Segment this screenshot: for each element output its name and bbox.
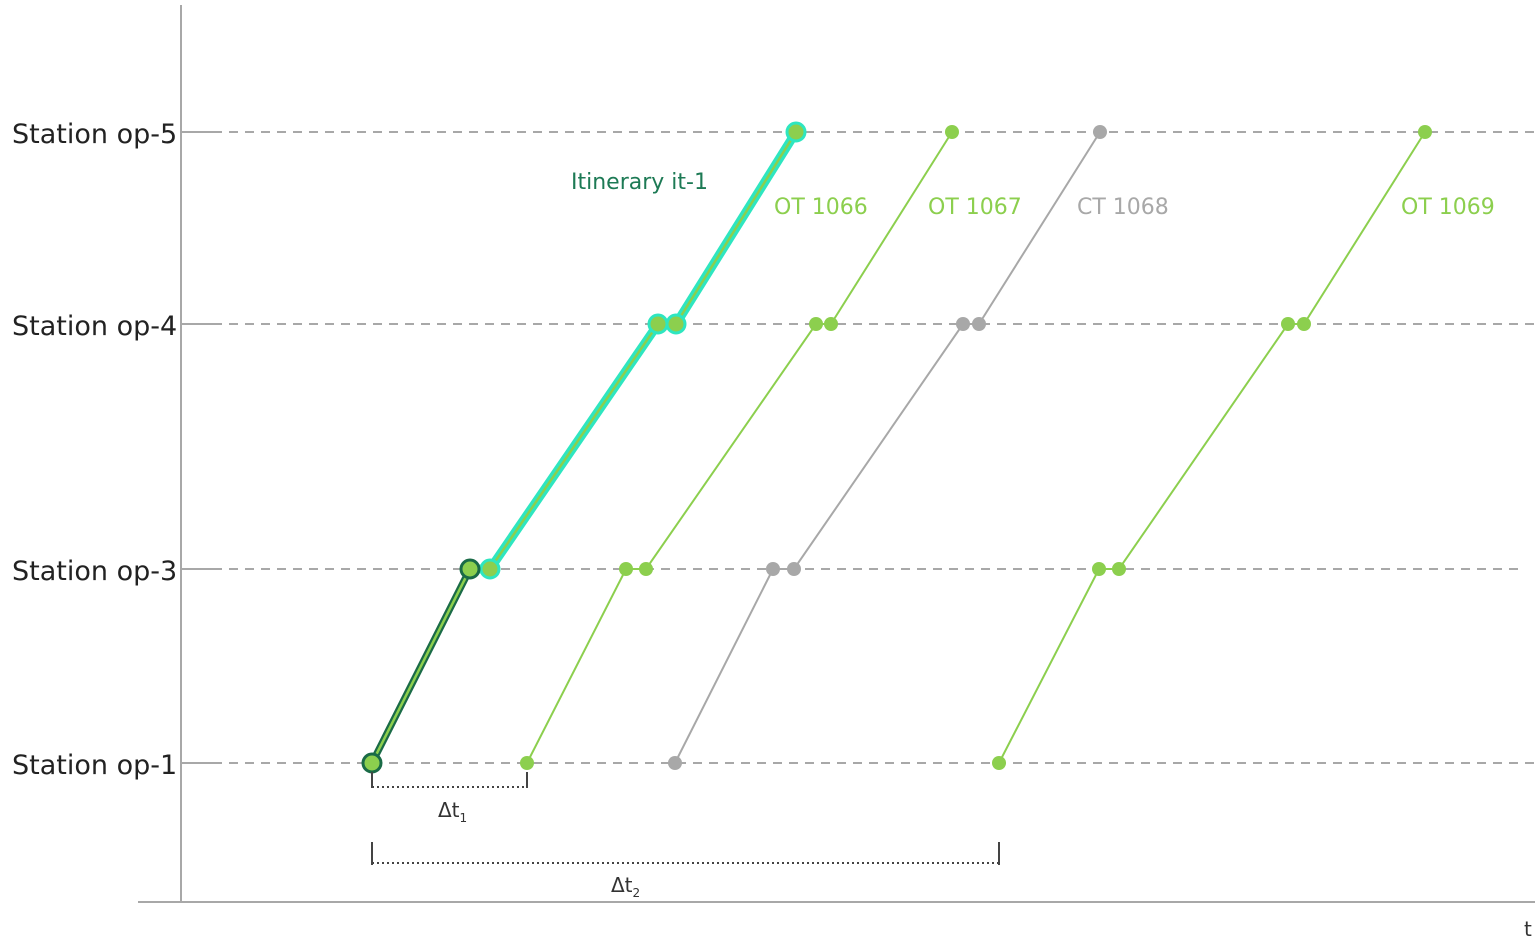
train-path-ot-1069	[992, 125, 1432, 770]
station-label-op-5: Station op-5	[12, 119, 177, 150]
itinerary-stops	[361, 121, 807, 774]
train-label-ot-1067: OT 1067	[928, 195, 1022, 220]
station-label-op-3: Station op-3	[12, 556, 177, 587]
station-label-op-1: Station op-1	[12, 750, 177, 781]
interval-bracket-dt2	[371, 842, 1000, 865]
interval-label-dt2: Δt2	[611, 873, 640, 900]
itinerary-segment-dark	[368, 565, 474, 767]
interval-label-dt1: Δt1	[438, 798, 467, 825]
station-label-op-4: Station op-4	[12, 311, 177, 342]
train-label-ct-1068: CT 1068	[1077, 195, 1169, 220]
time-axis-label: t	[1524, 917, 1532, 940]
interval-bracket-dt1	[371, 772, 528, 788]
train-label-ot-1066: OT 1066	[774, 195, 868, 220]
itinerary-label: Itinerary it-1	[571, 170, 708, 195]
train-label-ot-1069: OT 1069	[1401, 195, 1495, 220]
train-path-ot-1066	[520, 125, 959, 770]
train-path-ct-1068	[668, 125, 1107, 770]
itinerary-segment-highlight	[465, 127, 801, 574]
